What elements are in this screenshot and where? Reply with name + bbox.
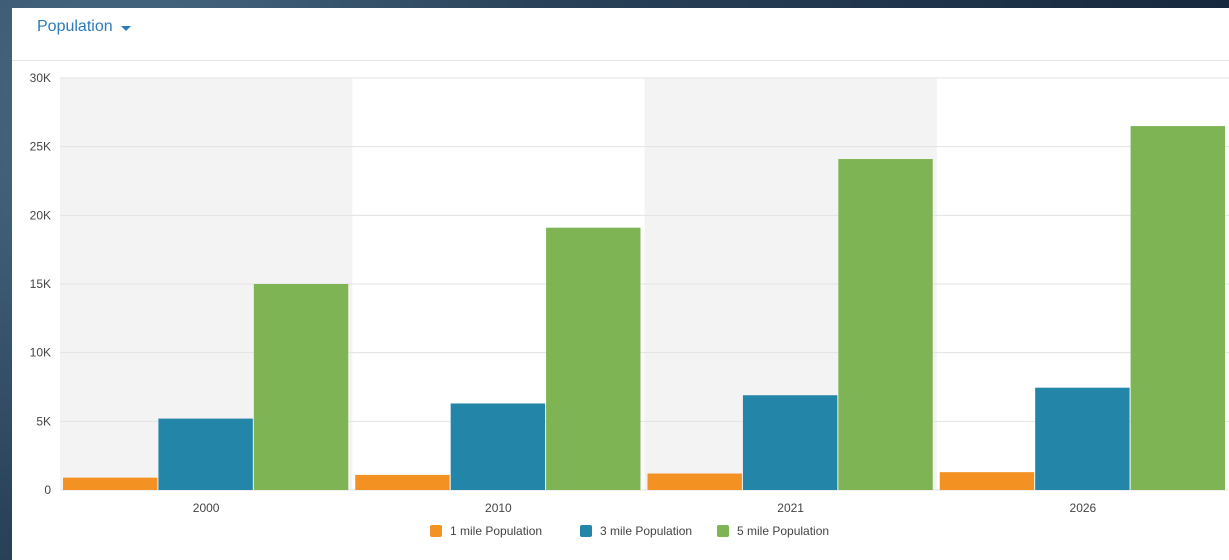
bar [63, 477, 158, 490]
bar [158, 418, 253, 490]
panel-header: Population [12, 8, 1229, 61]
legend-label: 5 mile Population [737, 524, 829, 538]
legend-item: 5 mile Population [717, 524, 829, 538]
y-tick-label: 25K [30, 140, 51, 154]
bar [838, 159, 933, 490]
y-tick-label: 20K [30, 208, 51, 222]
y-tick-label: 0 [44, 483, 51, 497]
legend-item: 3 mile Population [580, 524, 692, 538]
bar [939, 472, 1035, 490]
bar [546, 227, 641, 490]
dropdown-label: Population [37, 18, 113, 35]
legend-label: 3 mile Population [600, 524, 692, 538]
bar [1035, 387, 1130, 490]
legend-swatch [580, 525, 592, 537]
x-tick-label: 2010 [485, 501, 512, 515]
x-tick-label: 2000 [193, 501, 220, 515]
bar [253, 284, 349, 490]
x-tick-label: 2026 [1070, 501, 1097, 515]
legend-swatch [717, 525, 729, 537]
x-tick-label: 2021 [777, 501, 804, 515]
legend-swatch [430, 525, 442, 537]
y-tick-label: 5K [36, 414, 51, 428]
metric-dropdown[interactable]: Population [37, 18, 131, 36]
y-tick-label: 15K [30, 277, 51, 291]
legend-item: 1 mile Population [430, 524, 542, 538]
bar [355, 474, 450, 490]
bar [647, 473, 742, 490]
bar [450, 403, 546, 490]
bar [742, 395, 838, 490]
bar [1130, 126, 1225, 491]
legend-label: 1 mile Population [450, 524, 542, 538]
y-tick-label: 10K [30, 346, 51, 360]
y-tick-label: 30K [30, 71, 51, 85]
chevron-down-icon [120, 25, 131, 31]
